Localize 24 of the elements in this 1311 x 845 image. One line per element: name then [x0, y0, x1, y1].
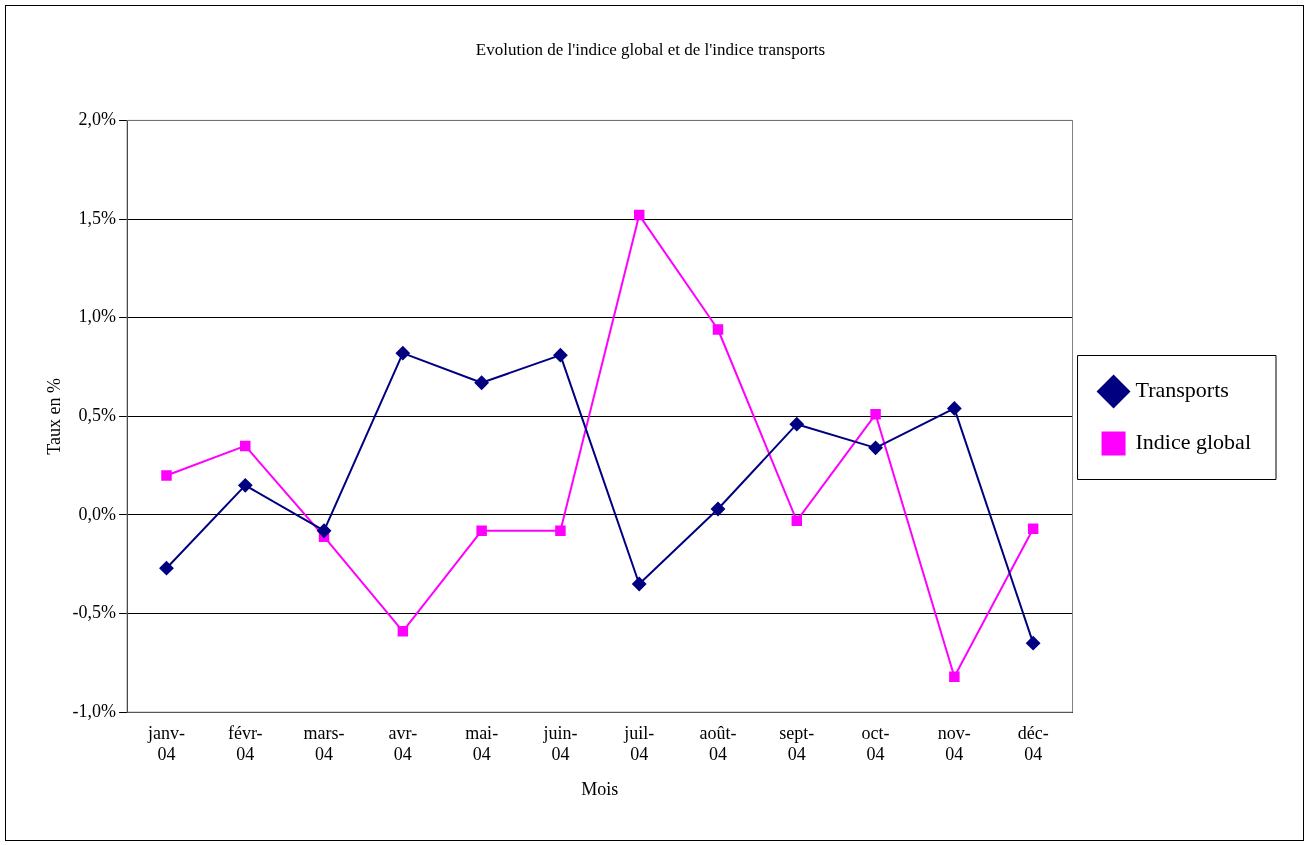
- y-tick-label: 0,5%: [78, 405, 117, 426]
- x-tick-label: janv-04: [146, 722, 185, 765]
- y-tick-label: 1,5%: [78, 207, 117, 228]
- x-tick-label: oct-04: [861, 722, 890, 765]
- x-tick-label: avr-04: [388, 722, 418, 765]
- y-tick-label: 0,0%: [78, 503, 117, 524]
- chart-title: Evolution de l'indice global et de l'indice transports: [475, 39, 826, 59]
- x-tick-label: mars-04: [303, 722, 345, 765]
- legend-label: Transports: [1135, 377, 1229, 403]
- y-tick-label: 2,0%: [78, 109, 117, 130]
- y-tick-label: -0,5%: [72, 602, 117, 623]
- y-axis-title: Taux en %: [43, 377, 64, 455]
- x-tick-label: mai-04: [465, 722, 499, 765]
- x-tick-label: déc-04: [1017, 722, 1049, 765]
- x-tick-label: juin-04: [542, 722, 578, 765]
- legend-label: Indice global: [1135, 429, 1252, 455]
- y-tick-label: -1,0%: [72, 700, 117, 721]
- y-tick-label: 1,0%: [78, 306, 117, 327]
- x-tick-label: nov-04: [937, 722, 971, 765]
- x-tick-label: févr-04: [227, 722, 263, 765]
- x-axis-title: Mois: [581, 778, 619, 799]
- x-tick-label: août-04: [699, 722, 737, 765]
- x-tick-label: juil-04: [623, 722, 655, 765]
- x-tick-label: sept-04: [779, 722, 815, 765]
